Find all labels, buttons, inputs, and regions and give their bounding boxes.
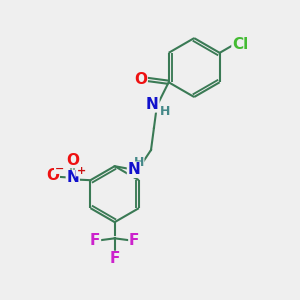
Text: F: F <box>90 233 101 248</box>
Text: Cl: Cl <box>232 37 248 52</box>
Text: O: O <box>46 168 59 183</box>
Text: +: + <box>76 166 85 176</box>
Text: −: − <box>55 164 64 173</box>
Text: N: N <box>66 170 79 185</box>
Text: N: N <box>128 162 140 177</box>
Text: F: F <box>129 233 139 248</box>
Text: H: H <box>134 156 144 169</box>
Text: O: O <box>134 72 147 87</box>
Text: H: H <box>160 105 170 118</box>
Text: O: O <box>66 153 79 168</box>
Text: N: N <box>146 97 159 112</box>
Text: F: F <box>110 251 120 266</box>
